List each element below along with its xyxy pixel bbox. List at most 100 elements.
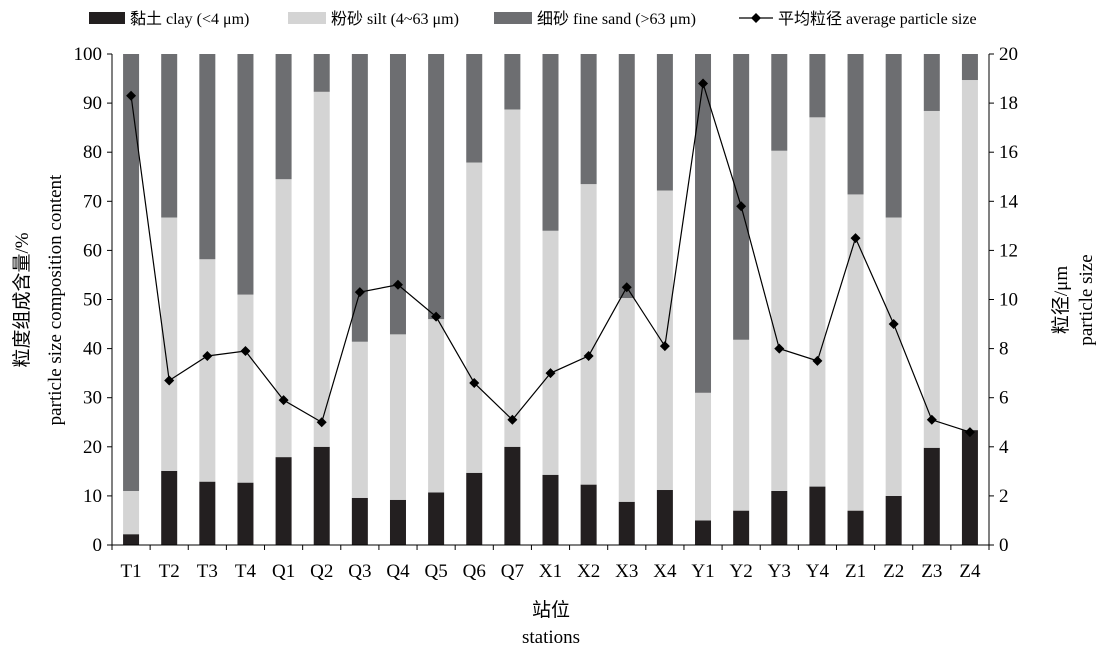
y2-tick-label: 0	[999, 535, 1009, 556]
y2-tick-label: 16	[999, 142, 1018, 163]
y-tick-label: 100	[74, 44, 103, 65]
legend-label-2: 细砂 fine sand (>63 μm)	[537, 10, 696, 28]
bar-T2-series-0	[161, 470, 178, 545]
y2-tick-label: 10	[999, 290, 1018, 311]
y2-tick-label: 2	[999, 486, 1009, 507]
legend-label-0: 黏土 clay (<4 μm)	[130, 10, 249, 28]
bar-X4-series-2	[656, 54, 673, 191]
bar-Y3-series-2	[771, 54, 788, 151]
bar-Q1-series-0	[275, 457, 292, 545]
bar-Q3-series-1	[351, 341, 368, 498]
line-point-Y2	[736, 201, 747, 212]
y-tick-label: 20	[83, 437, 102, 458]
bar-T4-series-0	[237, 482, 254, 545]
line-point-T2	[164, 375, 175, 386]
line-point-Y4	[812, 355, 823, 366]
bar-Q6-series-2	[466, 54, 483, 163]
line-point-T3	[202, 350, 213, 361]
bar-Q7-series-1	[504, 109, 521, 447]
y-tick-label: 80	[83, 142, 102, 163]
bar-T4-series-2	[237, 54, 254, 295]
line-point-Q1	[278, 395, 289, 406]
line-point-Y3	[774, 343, 785, 354]
bar-Q1-series-2	[275, 54, 292, 180]
bar-Q2-series-0	[313, 446, 330, 545]
line-point-X2	[583, 350, 594, 361]
bar-Y4-series-2	[809, 54, 826, 118]
line-point-Q3	[354, 287, 365, 298]
bar-Z2-series-1	[885, 217, 902, 496]
bar-T1-series-2	[123, 54, 140, 491]
x-tick-label-Q4: Q4	[386, 561, 410, 582]
bar-T3-series-2	[199, 54, 216, 260]
x-tick-label-X3: X3	[615, 561, 638, 582]
bar-Y2-series-1	[733, 339, 750, 511]
legend-diamond-marker	[751, 13, 761, 23]
bar-Q5-series-1	[428, 319, 445, 493]
x-tick-label-Z4: Z4	[959, 561, 981, 582]
ticks: 0 10 20 30 40 50 60 70 80 90 100 0 2 4 6 8 10 12 14 16 18 20	[74, 44, 1019, 556]
bar-Q6-series-1	[466, 162, 483, 473]
bar-X2-series-2	[580, 54, 597, 185]
bar-X1-series-1	[542, 230, 559, 475]
y-axis-title-en: particle size composition content	[45, 174, 66, 425]
bar-Z1-series-0	[847, 510, 864, 545]
line-point-Z1	[850, 233, 861, 244]
line-point-Z4	[964, 427, 975, 438]
y-tick-label: 10	[83, 486, 102, 507]
bar-Y1-series-1	[695, 392, 712, 521]
legend-label-3: 平均粒径 average particle size	[778, 10, 977, 28]
bar-Q7-series-2	[504, 54, 521, 110]
y-tick-label: 0	[93, 535, 103, 556]
bar-Q7-series-0	[504, 446, 521, 545]
x-tick-label-X2: X2	[577, 561, 600, 582]
bar-Q4-series-2	[389, 54, 406, 335]
bar-Z4-series-2	[961, 54, 978, 81]
bar-Y4-series-0	[809, 486, 826, 545]
bar-T3-series-0	[199, 481, 216, 545]
y2-tick-label: 8	[999, 339, 1009, 360]
bar-Q1-series-1	[275, 179, 292, 458]
line-point-Q6	[469, 377, 480, 388]
x-axis-title-en: stations	[522, 627, 580, 648]
y-axis-title-cn: 粒度组成含量/%	[11, 232, 33, 367]
x-tick-label-X4: X4	[653, 561, 677, 582]
y-tick-label: 50	[83, 290, 102, 311]
line-point-X4	[659, 341, 670, 352]
bar-X2-series-1	[580, 184, 597, 485]
bar-Q3-series-2	[351, 54, 368, 342]
bar-Q4-series-1	[389, 334, 406, 500]
bar-X1-series-2	[542, 54, 559, 231]
y2-tick-label: 14	[999, 191, 1019, 212]
x-tick-label-Q7: Q7	[501, 561, 524, 582]
legend-label-1: 粉砂 silt (4~63 μm)	[331, 10, 459, 28]
legend-swatch-2	[494, 12, 532, 24]
bar-X3-series-2	[618, 54, 635, 299]
line-point-Q5	[431, 311, 442, 322]
line-point-Q4	[392, 279, 403, 290]
bar-X4-series-0	[656, 490, 673, 545]
x-tick-label-T3: T3	[197, 561, 218, 582]
line-point-X1	[545, 368, 556, 379]
line-point-X3	[621, 282, 632, 293]
bar-T4-series-1	[237, 294, 254, 483]
bar-Z2-series-0	[885, 495, 902, 545]
legend-swatch-1	[288, 12, 326, 24]
x-tick-label-Z2: Z2	[883, 561, 904, 582]
x-tick-label-Y3: Y3	[768, 561, 791, 582]
line-point-Y1	[698, 78, 709, 89]
bar-T2-series-2	[161, 54, 178, 218]
category-labels: T1 T2 T3 T4 Q1 Q2 Q3 Q4 Q5 Q6 Q7 X1 X2 X3 X4 Y1 Y2 Y3 Y4 Z1…	[121, 561, 981, 582]
bar-X1-series-0	[542, 474, 559, 545]
bar-X3-series-0	[618, 501, 635, 545]
bar-Q5-series-0	[428, 492, 445, 545]
bar-T1-series-0	[123, 534, 140, 545]
bar-Z4-series-0	[961, 430, 978, 545]
y-tick-label: 30	[83, 388, 102, 409]
y2-axis-title-en: particle size	[1076, 254, 1097, 345]
x-tick-label-Y1: Y1	[691, 561, 714, 582]
bar-Q4-series-0	[389, 499, 406, 545]
bar-X2-series-0	[580, 484, 597, 545]
bar-T3-series-1	[199, 259, 216, 482]
